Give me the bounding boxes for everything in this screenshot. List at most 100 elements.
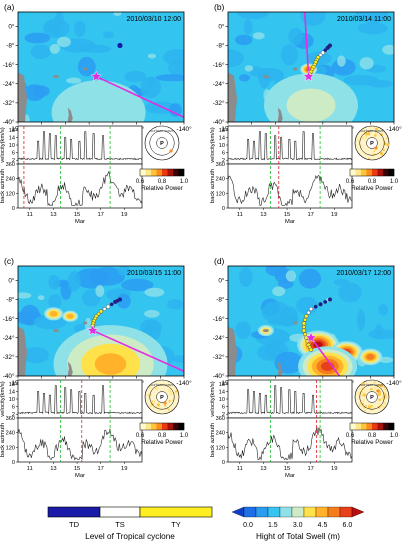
polar-label: surface wave [360,382,384,387]
rp-colorbar-cell [388,423,395,430]
polar-center-label: P [370,395,374,401]
azimuth-tick-label: 360 [216,162,225,168]
cyclone-legend-title: Level of Tropical cyclone [85,532,175,541]
rp-colorbar-cell [372,169,378,176]
day-tick-label: 13 [50,212,56,218]
land-new-zealand [67,361,73,376]
cyclone-track-point [306,310,311,315]
land-fiji [83,321,88,325]
panel-c: (c)150°160°170°180°-170°-160°-150°-140°0… [0,256,192,479]
day-tick-label: 11 [237,466,243,472]
panel-timestamp: 2010/03/14 11:00 [337,16,391,23]
swell-legend-tick: 0.0 [243,522,253,529]
polar-power-dot [385,390,388,392]
polar-power-dot [377,402,380,404]
swell-patch [169,103,182,117]
polar-inner-ring [156,137,168,149]
rp-tick-label: 0.6 [346,179,355,185]
panel-timestamp: 2010/03/17 12:00 [337,270,392,277]
map-y-tick-label: -16° [3,61,15,69]
velocity-tick-label: 14 [219,135,225,141]
swell-patch [22,346,49,364]
day-tick-label: 15 [74,466,80,472]
map-plot [228,266,394,376]
swell-patch [140,76,161,99]
swell-contour [286,88,336,122]
day-tick-label: 17 [307,212,313,218]
polar-power-dot [362,399,365,402]
azimuth-frame [227,417,353,463]
map-frame [17,11,185,123]
polar-power-dot [367,132,371,136]
map-y-tick-label: -24° [3,334,15,342]
map-y-tick-label: 0° [8,277,15,285]
station-star [87,324,99,336]
polar-power-dot [378,398,382,402]
polar-label: surface wave [150,382,174,387]
swell-legend-swatch [351,506,365,518]
map-frame [17,265,185,377]
cyclone-track-point [323,48,328,53]
polar-power-dot [378,385,380,387]
azimuth-tick-label: 240 [216,431,225,437]
azimuth-tick-label: 240 [216,177,225,183]
polar-peak [376,389,380,393]
swell-patch-light [285,270,296,282]
velocity-tick-label: 18 [9,128,15,134]
rp-colorbar-cell [140,423,146,430]
great-circle-line [95,75,184,118]
polar-power-dot [385,137,388,140]
azimuth-tick-label: 240 [6,431,15,437]
polar-power-dot [383,401,386,405]
land-fiji [293,67,298,71]
polar-power-dot [151,400,153,402]
swell-patch [140,319,162,335]
cyclone-track-point [96,311,101,316]
swell-patch [374,324,384,340]
polar-power-dot [373,150,376,152]
swell-legend-swatch [279,506,293,518]
swell-patch [120,278,154,292]
cyclone-track-point [303,332,308,337]
swell-contour [94,353,127,375]
swell-patch-light [18,292,32,299]
polar-power-dot [381,396,385,400]
polar-power-dot [368,157,370,160]
rp-colorbar-cell [350,169,356,176]
cyclone-track-point [113,299,118,304]
swell-patch [257,344,283,361]
swell-patch [89,267,125,286]
swell-patch [238,74,250,82]
polar-power-dot [360,390,363,394]
velocity-axis-label: velocity(km/s) [210,381,216,416]
swell-legend-tick: 6.0 [342,522,352,529]
polar-power-dot [175,390,178,393]
rp-tick-label: 0.8 [158,433,167,439]
polar-power-dot [370,388,373,391]
polar-ring [149,384,175,410]
rp-colorbar-cell [366,423,373,430]
station-star [303,70,315,82]
day-tick-label: 13 [260,212,266,218]
swell-patch [67,271,81,292]
polar-power-dot [374,387,377,390]
swell-legend-swatch [291,506,305,518]
map-plot [18,266,184,376]
panel-timestamp: 2010/03/15 11:00 [127,270,181,277]
rp-colorbar-cell [140,169,146,176]
polar-power-dot [150,405,152,407]
great-circle-line [303,12,310,77]
polar-inner-ring [366,137,378,149]
azimuth-tick-label: 240 [6,177,15,183]
azimuth-tick-label: 360 [6,162,15,168]
station-star [305,331,317,343]
land-australia [228,72,237,122]
swell-patch [30,44,51,59]
land-australia [18,72,27,122]
azimuth-tick-label: 120 [216,191,225,197]
rp-colorbar-cell [145,423,152,430]
swell-patch-light [252,32,265,40]
azimuth-tick-label: 0 [222,460,225,466]
day-tick-label: 11 [237,212,243,218]
rp-colorbar-cell [372,423,378,430]
